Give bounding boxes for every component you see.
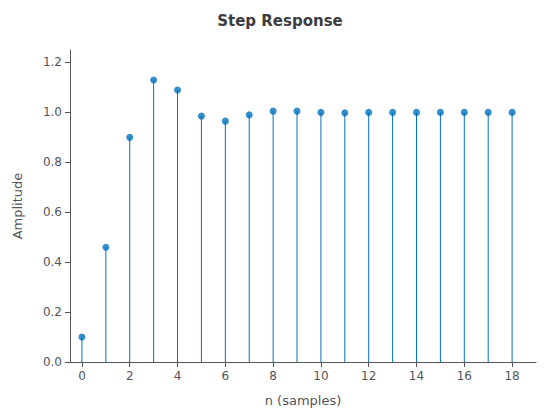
svg-text:Step Response: Step Response: [217, 12, 343, 30]
svg-text:10: 10: [313, 369, 328, 383]
svg-text:1.0: 1.0: [43, 105, 62, 119]
svg-text:0.6: 0.6: [43, 205, 62, 219]
svg-text:18: 18: [504, 369, 519, 383]
svg-text:Amplitude: Amplitude: [10, 173, 25, 240]
svg-text:2: 2: [126, 369, 134, 383]
svg-text:8: 8: [269, 369, 277, 383]
svg-text:4: 4: [174, 369, 182, 383]
svg-text:14: 14: [409, 369, 424, 383]
svg-text:0.2: 0.2: [43, 305, 62, 319]
svg-text:1.2: 1.2: [43, 55, 62, 69]
svg-text:n (samples): n (samples): [265, 393, 342, 408]
svg-text:16: 16: [457, 369, 472, 383]
svg-text:0.8: 0.8: [43, 155, 62, 169]
svg-text:0.0: 0.0: [43, 355, 62, 369]
svg-text:6: 6: [222, 369, 230, 383]
svg-text:12: 12: [361, 369, 376, 383]
svg-text:0: 0: [78, 369, 86, 383]
svg-text:0.4: 0.4: [43, 255, 62, 269]
